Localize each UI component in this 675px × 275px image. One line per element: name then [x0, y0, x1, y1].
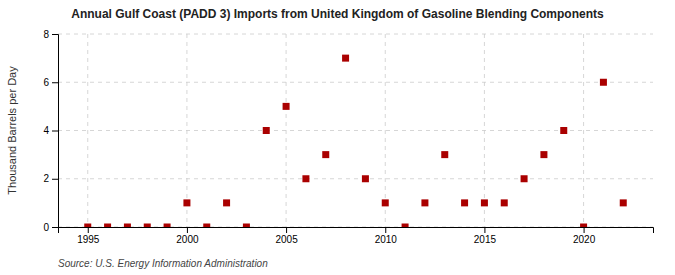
- x-tick-mark: [88, 227, 89, 233]
- x-tick-label: 2020: [573, 234, 596, 245]
- point: [521, 175, 528, 182]
- x-tick-mark: [187, 227, 188, 233]
- x-tick-label: 1995: [77, 234, 100, 245]
- point: [263, 127, 270, 134]
- point: [600, 79, 607, 86]
- points: [84, 55, 627, 227]
- x-grid-line: [385, 34, 386, 227]
- y-grid-line: [58, 178, 653, 179]
- y-tick: 2: [43, 173, 58, 184]
- x-tick: 1995: [77, 227, 100, 245]
- point: [164, 224, 171, 228]
- y-tick-label: 4: [43, 125, 49, 136]
- point: [223, 199, 230, 206]
- point: [144, 224, 151, 228]
- y-tick-mark: [52, 179, 58, 180]
- point: [441, 151, 448, 158]
- chart: 1995 2000 2005 2010 2015 2020 0 2 4 6 8 Annual Gulf…: [0, 0, 675, 275]
- point: [620, 199, 627, 206]
- point: [283, 103, 290, 110]
- point: [402, 224, 409, 228]
- x-tick: 2000: [176, 227, 199, 245]
- y-tick-label: 2: [43, 173, 49, 184]
- title: Annual Gulf Coast (PADD 3) Imports from …: [71, 7, 604, 21]
- x-axis-line: [59, 228, 654, 234]
- x-tick: 2020: [573, 227, 596, 245]
- y-tick: 6: [43, 77, 58, 88]
- point: [203, 224, 210, 228]
- point: [560, 127, 567, 134]
- point: [461, 199, 468, 206]
- x-axis: 1995 2000 2005 2010 2015 2020: [59, 227, 654, 245]
- y-tick-label: 6: [43, 77, 49, 88]
- point: [540, 151, 547, 158]
- y-axis-title: Thousand Barrels per Day: [6, 66, 18, 195]
- point: [124, 224, 131, 228]
- point: [501, 199, 508, 206]
- point: [104, 224, 111, 228]
- point: [580, 224, 587, 228]
- point: [362, 175, 369, 182]
- x-tick-mark: [286, 227, 287, 233]
- point: [183, 199, 190, 206]
- point: [302, 175, 309, 182]
- x-tick-mark: [584, 227, 585, 233]
- point: [342, 55, 349, 62]
- point: [421, 199, 428, 206]
- y-tick: 0: [43, 222, 58, 233]
- point: [243, 224, 250, 228]
- y-tick: 4: [43, 125, 58, 136]
- x-tick-label: 2000: [176, 234, 199, 245]
- y-tick-mark: [52, 82, 58, 83]
- point: [84, 224, 91, 228]
- x-tick-label: 2010: [375, 234, 398, 245]
- x-tick-label: 2015: [474, 234, 497, 245]
- grid: [58, 34, 653, 227]
- point: [322, 151, 329, 158]
- y-tick-mark: [52, 227, 58, 228]
- y-tick-label: 0: [43, 222, 49, 233]
- x-tick-mark: [385, 227, 386, 233]
- plot: 1995 2000 2005 2010 2015 2020 0 2 4 6 8: [43, 29, 653, 245]
- y-tick-mark: [52, 34, 58, 35]
- x-tick-label: 2005: [275, 234, 298, 245]
- x-tick: 2010: [375, 227, 398, 245]
- y-grid-line: [58, 82, 653, 83]
- x-tick-mark: [484, 227, 485, 233]
- y-tick-mark: [52, 131, 58, 132]
- y-grid-line: [58, 34, 653, 35]
- point: [481, 199, 488, 206]
- x-grid-line: [87, 34, 88, 227]
- y-axis-line: [52, 35, 59, 228]
- source: Source: U.S. Energy Information Administ…: [58, 258, 268, 269]
- y-axis: 0 2 4 6 8: [43, 29, 58, 233]
- point: [382, 199, 389, 206]
- x-tick: 2005: [275, 227, 298, 245]
- y-tick: 8: [43, 29, 58, 40]
- x-grid-line: [583, 34, 584, 227]
- y-tick-label: 8: [43, 29, 49, 40]
- x-tick: 2015: [474, 227, 497, 245]
